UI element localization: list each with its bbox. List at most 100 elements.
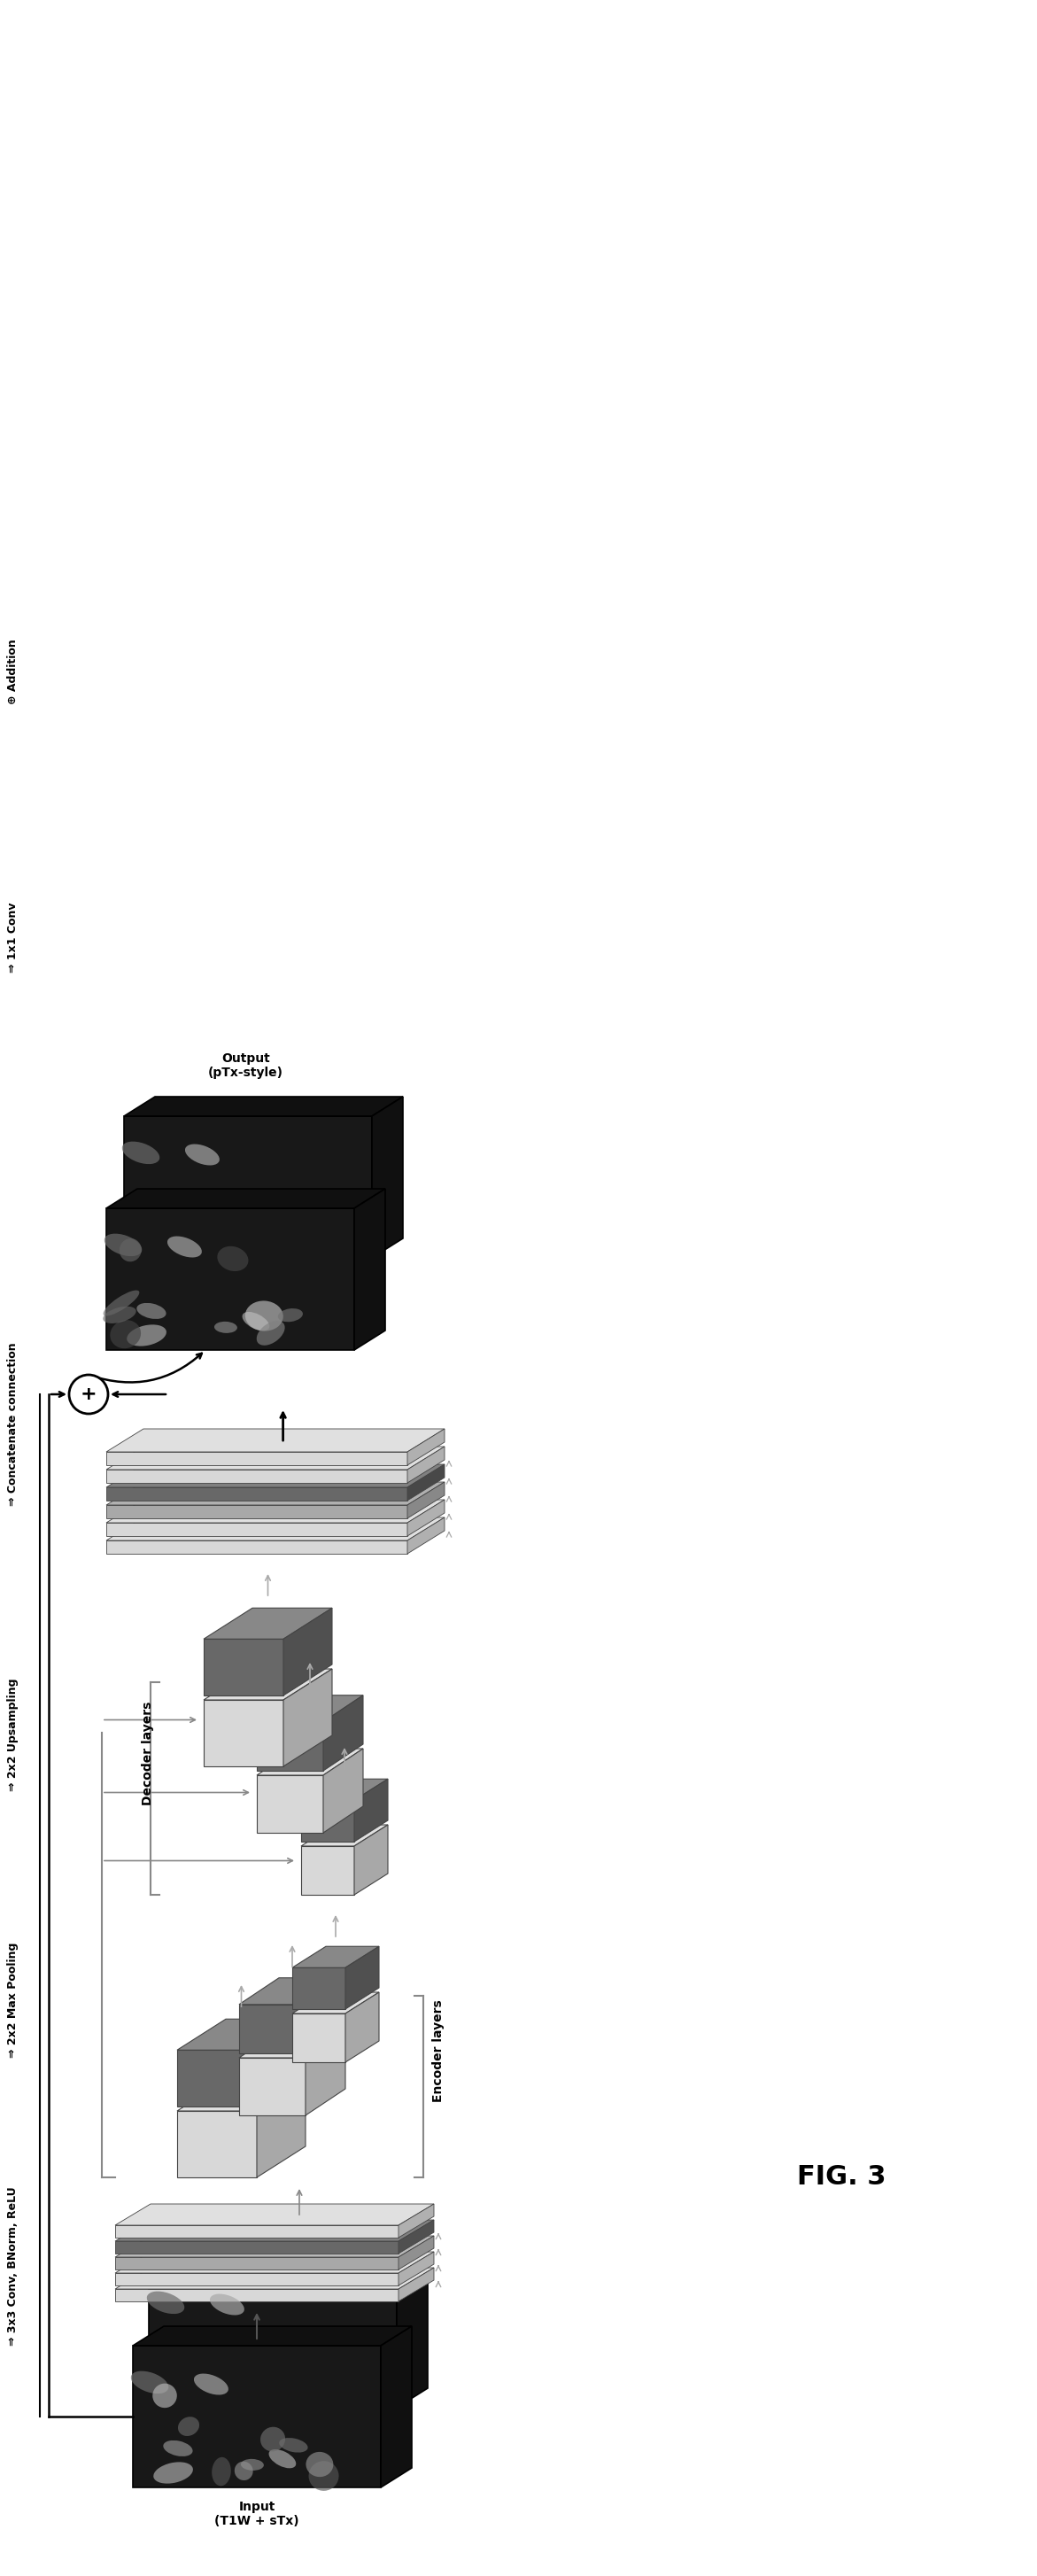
Polygon shape (106, 1468, 408, 1484)
Polygon shape (203, 1700, 283, 1767)
Text: Decoder layers: Decoder layers (142, 1700, 155, 1806)
Ellipse shape (232, 1229, 255, 1242)
Polygon shape (408, 1481, 445, 1517)
Polygon shape (408, 1430, 445, 1466)
Polygon shape (292, 1947, 379, 1968)
Text: Encoder layers: Encoder layers (432, 1999, 445, 2102)
Polygon shape (148, 2267, 397, 2409)
Polygon shape (124, 1097, 403, 1115)
Polygon shape (177, 2079, 306, 2110)
Ellipse shape (194, 2372, 228, 2396)
Polygon shape (148, 2246, 427, 2267)
Ellipse shape (218, 1247, 248, 1270)
Polygon shape (355, 1188, 385, 1350)
Circle shape (69, 1376, 108, 1414)
Polygon shape (133, 2347, 381, 2488)
Polygon shape (115, 2257, 398, 2269)
Polygon shape (115, 2267, 433, 2290)
Polygon shape (203, 1638, 283, 1695)
Text: +: + (80, 1386, 96, 1404)
Ellipse shape (309, 2460, 339, 2491)
Polygon shape (124, 1115, 372, 1257)
Ellipse shape (234, 2463, 253, 2481)
Ellipse shape (169, 2383, 208, 2403)
Polygon shape (115, 2205, 433, 2226)
Polygon shape (306, 2032, 345, 2115)
Text: ⇒ 2x2 Max Pooling: ⇒ 2x2 Max Pooling (7, 1942, 19, 2058)
Polygon shape (203, 1669, 332, 1700)
Polygon shape (398, 2205, 433, 2239)
Ellipse shape (285, 2370, 312, 2388)
Polygon shape (203, 1607, 332, 1638)
Polygon shape (257, 2020, 306, 2107)
Polygon shape (355, 1780, 388, 1842)
Polygon shape (115, 2272, 398, 2285)
Ellipse shape (104, 1291, 139, 1316)
Ellipse shape (122, 1141, 160, 1164)
Polygon shape (381, 2326, 412, 2488)
Ellipse shape (306, 2452, 333, 2478)
Text: FIG. 3: FIG. 3 (796, 2164, 886, 2190)
Polygon shape (398, 2221, 433, 2254)
Ellipse shape (179, 2360, 208, 2378)
Polygon shape (106, 1540, 408, 1553)
Ellipse shape (241, 2460, 263, 2470)
Ellipse shape (152, 2383, 177, 2409)
Text: ⇒ 2x2 Upsampling: ⇒ 2x2 Upsampling (7, 1677, 19, 1790)
Polygon shape (408, 1463, 445, 1502)
Ellipse shape (127, 1324, 166, 1347)
Polygon shape (398, 2251, 433, 2285)
Ellipse shape (178, 2416, 199, 2437)
Polygon shape (408, 1499, 445, 1535)
Polygon shape (345, 1947, 379, 2009)
Polygon shape (115, 2290, 398, 2300)
Polygon shape (106, 1499, 445, 1522)
Polygon shape (106, 1208, 355, 1350)
Text: ⇒ Concatenate connection: ⇒ Concatenate connection (7, 1342, 19, 1507)
Polygon shape (106, 1188, 385, 1208)
Polygon shape (106, 1481, 445, 1504)
Polygon shape (257, 1749, 363, 1775)
Polygon shape (397, 2246, 427, 2409)
Polygon shape (240, 2032, 345, 2058)
Polygon shape (106, 1522, 408, 1535)
Polygon shape (177, 2110, 257, 2177)
Ellipse shape (243, 1311, 270, 1332)
Polygon shape (106, 1504, 408, 1517)
Polygon shape (115, 2241, 398, 2254)
Polygon shape (372, 1097, 403, 1257)
Polygon shape (301, 1801, 355, 1842)
Polygon shape (106, 1486, 408, 1502)
Ellipse shape (260, 1221, 287, 1239)
Polygon shape (177, 2020, 306, 2050)
Polygon shape (115, 2236, 433, 2257)
Ellipse shape (209, 2293, 245, 2316)
Polygon shape (115, 2221, 433, 2241)
Polygon shape (301, 1824, 388, 1847)
Text: Input
(T1W + sTx): Input (T1W + sTx) (215, 2501, 299, 2527)
Ellipse shape (167, 1236, 202, 1257)
Ellipse shape (212, 2458, 231, 2486)
Polygon shape (355, 1824, 388, 1896)
Polygon shape (301, 1847, 355, 1896)
Polygon shape (292, 2014, 345, 2063)
Polygon shape (408, 1448, 445, 1484)
Polygon shape (292, 1968, 345, 2009)
Ellipse shape (103, 1306, 136, 1324)
Ellipse shape (110, 1319, 141, 1347)
Polygon shape (240, 2004, 306, 2053)
Polygon shape (301, 1780, 388, 1801)
Polygon shape (115, 2251, 433, 2272)
Ellipse shape (269, 2450, 296, 2468)
Ellipse shape (144, 1231, 185, 1255)
Text: ⊕ Addition: ⊕ Addition (7, 639, 19, 703)
Ellipse shape (119, 1239, 141, 1262)
Text: ⇒ 3x3 Conv, BNorm, ReLU: ⇒ 3x3 Conv, BNorm, ReLU (7, 2187, 19, 2347)
Polygon shape (106, 1517, 445, 1540)
Ellipse shape (260, 2427, 285, 2452)
Ellipse shape (155, 1211, 184, 1226)
Polygon shape (283, 1607, 332, 1695)
Polygon shape (345, 1991, 379, 2063)
Polygon shape (106, 1463, 445, 1486)
Polygon shape (177, 2050, 257, 2107)
